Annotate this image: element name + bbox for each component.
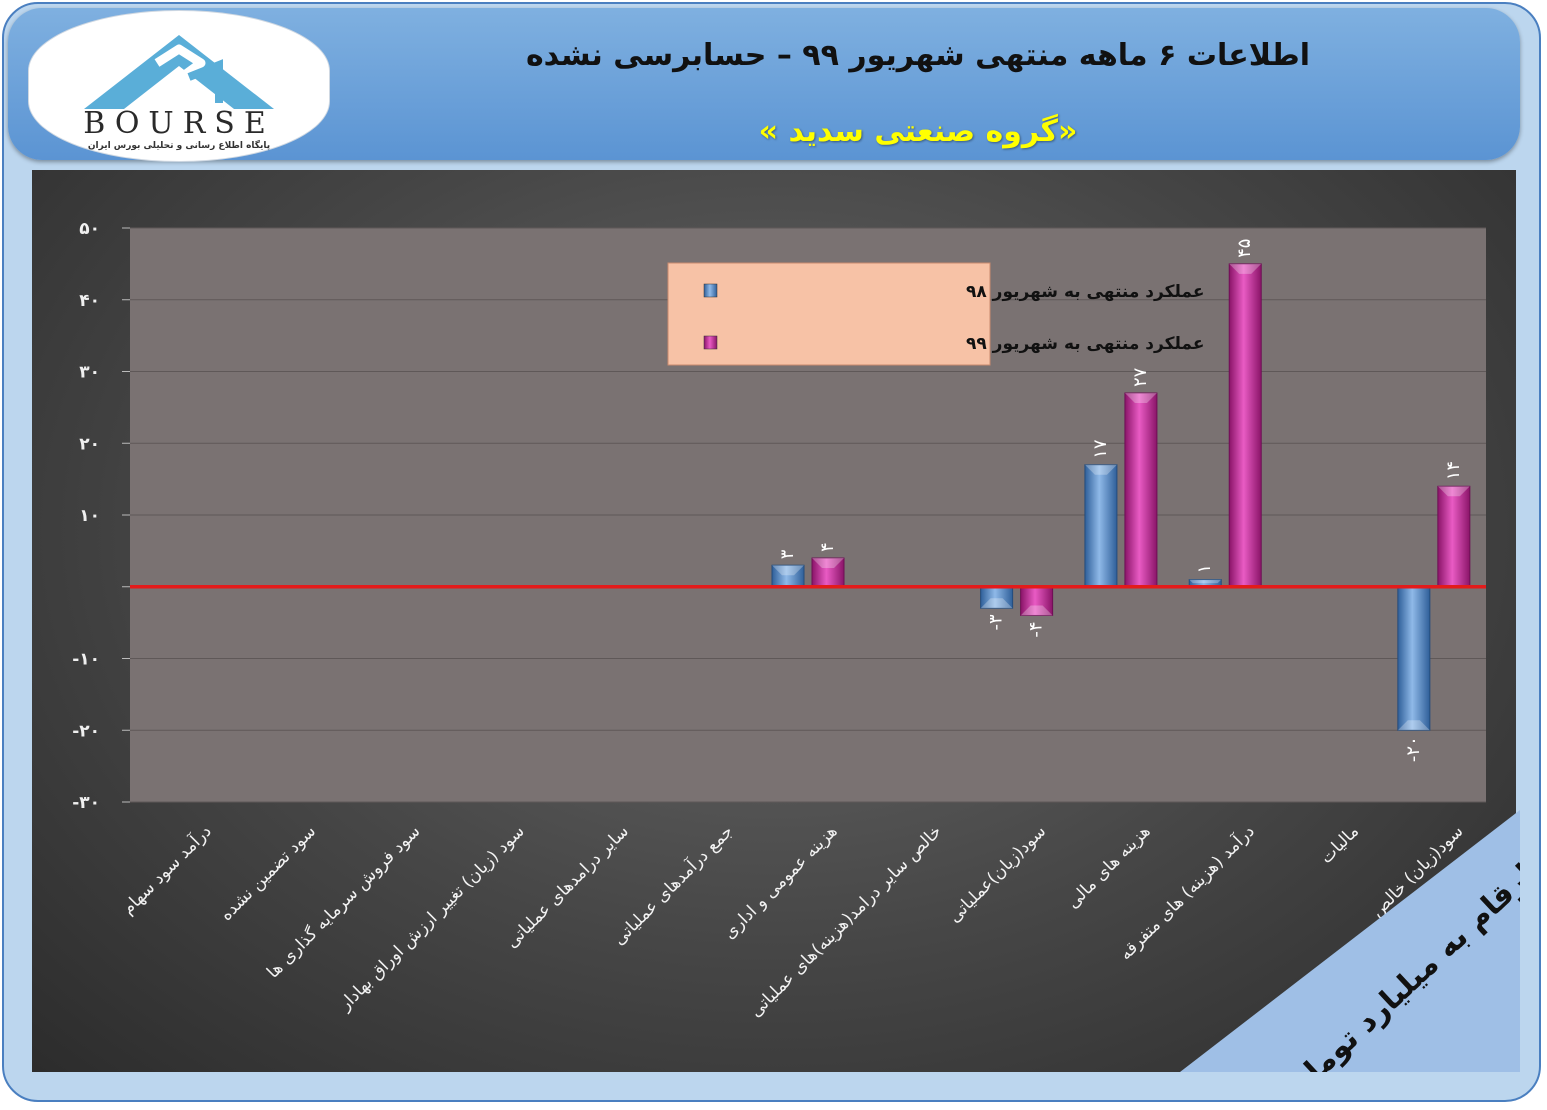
data-label: ۱ [1194,564,1215,574]
y-tick-label: -۱۰ [72,650,100,670]
x-tick-label: سود تضمین نشده [216,821,320,925]
y-tick-label: -۲۰ [72,721,100,741]
y-tick-label: ۲۰ [79,434,100,454]
y-tick-label: -۳۰ [72,793,100,813]
page-title: اطلاعات ۶ ماهه منتهی شهریور ۹۹ – حسابرسی… [525,38,1311,73]
bar-bevel [980,598,1013,609]
bar-bevel [1084,464,1117,475]
bar [1228,263,1262,588]
y-tick-label: ۴۰ [79,291,100,311]
bar-bevel [1124,393,1157,404]
y-tick-label: ۳۰ [79,363,100,383]
bar [1437,485,1471,588]
data-label: ۱۷ [1090,439,1111,459]
legend-swatch [703,335,718,350]
data-label: -۴ [1026,621,1047,637]
data-label: -۳ [986,614,1007,630]
legend-box [667,262,991,366]
y-tick-label: ۵۰ [79,219,100,239]
x-tick-label: سود (زیان) تغییر ارزش اوراق بهادار [335,821,529,1015]
legend-label: عملکرد منتهی به شهریور ۹۸ [966,282,1204,302]
data-label: -۲۰ [1403,736,1424,762]
legend-swatch [703,283,718,298]
y-tick-label: ۱۰ [79,506,100,526]
bar-bevel [1437,486,1470,497]
bar [1124,392,1158,588]
data-label: ۲۷ [1130,367,1151,387]
logo-wordmark: BOURSE [83,106,275,141]
chart-area: ۵۰ ۴۰ ۳۰ ۲۰ ۱۰ -۱۰ -۲۰ -۳۰ ۳ -۳ ۱۷ ۱ -۲۰ ۴ -۴ ۲۷ ۴۵ ۱۴ درآ… [32,170,1516,1072]
x-tick-label: درآمد سود سهام [117,820,216,919]
units-badge: ارقام به میلیارد تومان [1180,810,1520,1072]
bar-bevel [812,558,844,569]
bar-chart: ۵۰ ۴۰ ۳۰ ۲۰ ۱۰ -۱۰ -۲۰ -۳۰ ۳ -۳ ۱۷ ۱ -۲۰ ۴ -۴ ۲۷ ۴۵ ۱۴ درآ… [72,219,1486,1021]
bar-bevel [772,565,804,576]
data-label: ۳ [777,549,798,559]
data-label: ۱۴ [1443,461,1464,480]
x-tick-label: هزینه های مالی [1063,821,1154,912]
x-tick-label: خالص سایر درامد(هزینه)های عملیاتی [746,821,946,1021]
bar-bevel [1229,263,1262,274]
legend-label: عملکرد منتهی به شهریور ۹۹ [966,334,1204,354]
bar-bevel [1020,605,1053,616]
data-label: ۴ [817,542,838,552]
bar [1020,586,1054,616]
x-tick-label: سود(زیان)عملیاتی [945,821,1051,927]
x-tick-label: هزینه عمومی و اداری [720,821,842,943]
bar [1084,464,1118,588]
logo-mark-icon [84,35,274,109]
bar-bevel [1189,579,1222,584]
data-label: ۴۵ [1234,239,1255,258]
bar-bevel [1397,720,1430,731]
logo-tagline: پایگاه اطلاع رسانی و تحلیلی بورس ایران [87,141,271,151]
bourse-logo: BOURSE پایگاه اطلاع رسانی و تحلیلی بورس … [28,10,330,162]
bar [1397,586,1431,731]
page-subtitle: «گروه صنعتی سدید » [758,114,1078,149]
